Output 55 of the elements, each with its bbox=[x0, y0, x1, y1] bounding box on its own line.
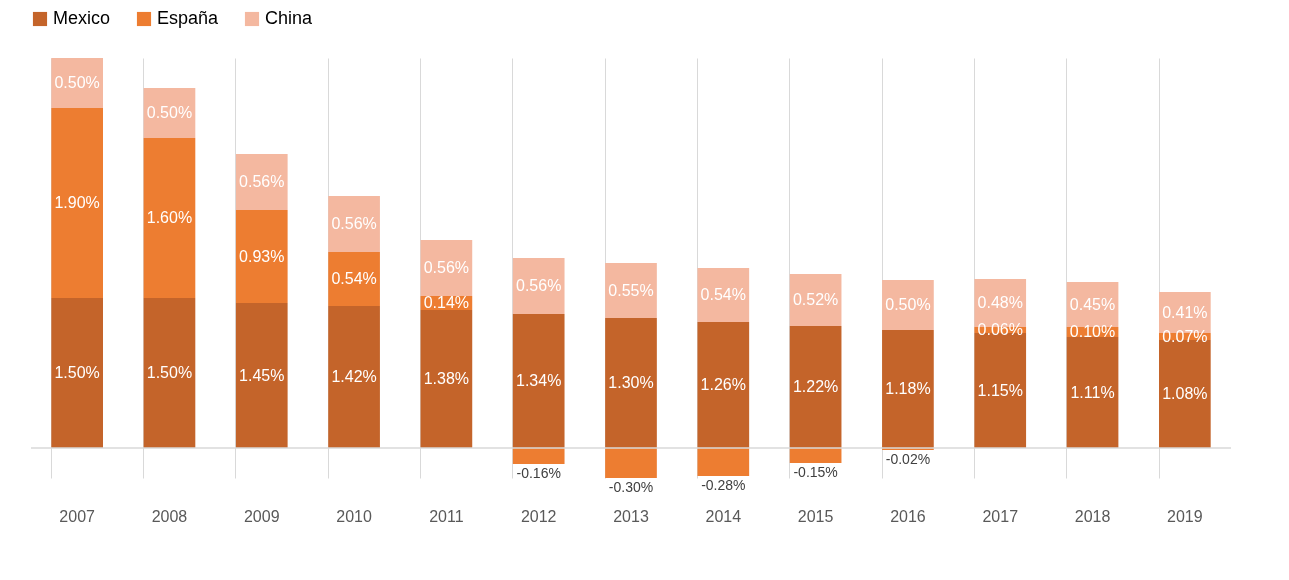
x-tick-label: 2018 bbox=[1074, 507, 1111, 525]
x-tick-label: 2009 bbox=[243, 507, 280, 525]
x-tick-label: 2019 bbox=[1167, 507, 1203, 525]
data-label: 0.56% bbox=[516, 277, 562, 294]
data-label: 0.07% bbox=[1162, 327, 1208, 345]
data-label: 0.54% bbox=[700, 286, 746, 303]
data-label: 1.08% bbox=[1162, 385, 1208, 402]
data-label: 1.60% bbox=[146, 209, 193, 226]
x-tick-label: 2016 bbox=[890, 507, 926, 525]
x-tick-label: 2012 bbox=[520, 507, 557, 525]
data-label: 0.93% bbox=[239, 247, 285, 265]
x-tick-label: 2011 bbox=[429, 507, 464, 525]
data-label: 0.50% bbox=[54, 74, 100, 91]
data-label: 0.56% bbox=[239, 173, 285, 190]
data-label: 0.14% bbox=[423, 294, 470, 311]
data-label: 1.15% bbox=[977, 381, 1023, 399]
data-label: 0.48% bbox=[977, 294, 1023, 311]
data-label: 1.90% bbox=[54, 194, 100, 211]
x-tick-label: 2010 bbox=[336, 507, 372, 525]
data-label: 0.10% bbox=[1069, 323, 1116, 340]
data-label: 1.34% bbox=[516, 372, 562, 389]
data-label: 1.22% bbox=[792, 378, 839, 395]
data-label: -0.28% bbox=[701, 477, 746, 493]
data-label: 0.56% bbox=[331, 215, 377, 232]
data-label: -0.30% bbox=[608, 479, 654, 495]
data-label: 0.54% bbox=[331, 270, 377, 287]
x-tick-label: 2013 bbox=[613, 507, 649, 525]
data-label: 0.41% bbox=[1162, 303, 1208, 321]
data-label: -0.02% bbox=[885, 451, 931, 467]
x-tick-label: 2015 bbox=[797, 507, 834, 525]
x-tick-label: 2007 bbox=[59, 507, 96, 525]
data-label: 1.45% bbox=[239, 366, 285, 384]
data-label: 0.55% bbox=[608, 281, 654, 299]
legend-label: España bbox=[157, 8, 220, 28]
data-label: 0.56% bbox=[423, 259, 470, 276]
legend-label: China bbox=[265, 8, 314, 28]
data-label: -0.16% bbox=[516, 465, 561, 481]
data-label: 0.50% bbox=[146, 104, 193, 121]
data-label: 0.06% bbox=[977, 321, 1023, 338]
data-label: 1.38% bbox=[423, 370, 470, 387]
data-label: 0.52% bbox=[792, 291, 839, 308]
data-label: 1.42% bbox=[331, 368, 377, 385]
data-label: 0.45% bbox=[1069, 295, 1116, 313]
data-label: 1.50% bbox=[54, 364, 100, 381]
legend-label: Mexico bbox=[53, 8, 111, 28]
x-tick-label: 2008 bbox=[151, 507, 188, 525]
data-label: -0.15% bbox=[793, 464, 838, 480]
data-label: 1.26% bbox=[700, 376, 746, 393]
data-label: 1.18% bbox=[885, 380, 931, 397]
data-label: 1.50% bbox=[146, 364, 193, 381]
data-label: 1.30% bbox=[608, 374, 654, 391]
x-tick-label: 2017 bbox=[982, 507, 1019, 525]
data-label: 0.50% bbox=[885, 296, 931, 313]
x-tick-label: 2014 bbox=[705, 507, 742, 525]
data-label: 1.11% bbox=[1070, 383, 1115, 401]
